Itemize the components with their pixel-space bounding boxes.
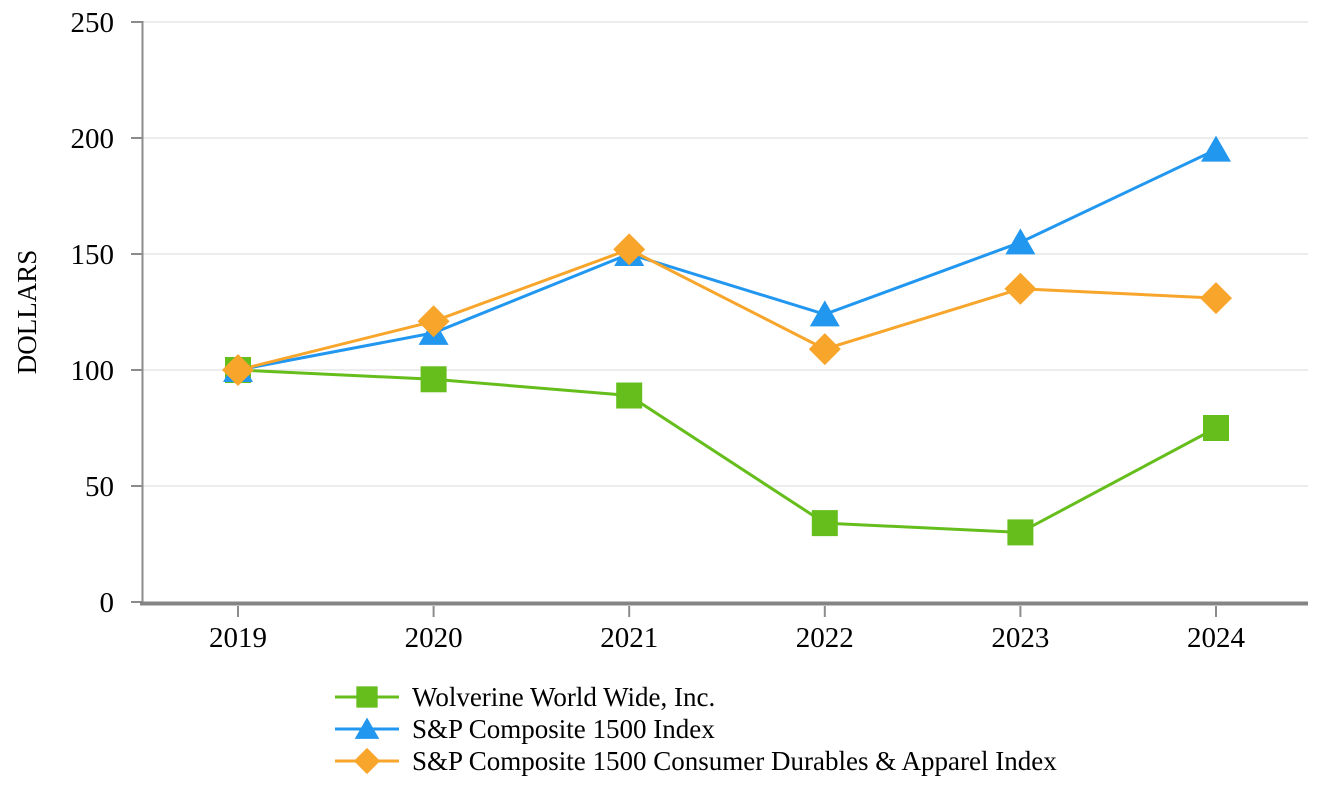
data-point-diamond bbox=[222, 354, 254, 386]
x-tick-label: 2023 bbox=[991, 622, 1049, 654]
x-tick-label: 2019 bbox=[209, 622, 267, 654]
series-line-2 bbox=[237, 247, 1217, 372]
y-tick-label: 100 bbox=[71, 355, 115, 387]
series-line-1 bbox=[237, 148, 1217, 372]
data-point-diamond bbox=[1004, 272, 1037, 305]
y-tick-label: 0 bbox=[100, 587, 115, 619]
y-tick-label: 150 bbox=[71, 239, 115, 271]
data-point-square bbox=[1007, 519, 1034, 546]
legend-marker-shape bbox=[353, 747, 381, 775]
legend-label: Wolverine World Wide, Inc. bbox=[412, 682, 716, 712]
data-point-diamond bbox=[1200, 282, 1232, 315]
y-tick-label: 250 bbox=[71, 7, 115, 39]
legend-label: S&P Composite 1500 Index bbox=[412, 714, 715, 744]
diamond-marker-icon bbox=[335, 747, 399, 775]
square-marker-icon bbox=[335, 686, 399, 708]
legend: Wolverine World Wide, Inc. S&P Composite… bbox=[333, 681, 1057, 777]
data-point-triangle bbox=[1201, 135, 1231, 162]
legend-item-sp1500: S&P Composite 1500 Index bbox=[333, 713, 1057, 745]
y-tick-label: 200 bbox=[71, 123, 115, 155]
data-point-diamond bbox=[808, 333, 841, 366]
data-point-square bbox=[616, 382, 643, 409]
y-tick-label: 50 bbox=[85, 471, 114, 503]
data-point-square bbox=[811, 510, 838, 537]
data-point-square bbox=[420, 366, 447, 393]
legend-item-sp1500-cda: S&P Composite 1500 Consumer Durables & A… bbox=[333, 745, 1057, 777]
triangle-marker-icon bbox=[335, 717, 399, 739]
data-point-square bbox=[1203, 415, 1229, 441]
x-tick-label: 2022 bbox=[796, 622, 854, 654]
data-point-diamond bbox=[417, 305, 450, 338]
legend-label: S&P Composite 1500 Consumer Durables & A… bbox=[412, 746, 1057, 776]
x-tick-label: 2020 bbox=[405, 622, 463, 654]
legend-marker-shape bbox=[356, 686, 378, 708]
data-point-diamond bbox=[613, 233, 646, 266]
data-point-triangle bbox=[809, 300, 840, 327]
legend-marker-shape bbox=[354, 717, 380, 739]
legend-item-wolverine: Wolverine World Wide, Inc. bbox=[333, 681, 1057, 713]
x-tick-label: 2024 bbox=[1187, 622, 1246, 654]
data-point-triangle bbox=[1005, 228, 1036, 255]
x-tick-label: 2021 bbox=[600, 622, 658, 654]
y-axis-title: DOLLARS bbox=[12, 250, 42, 375]
series-line-0 bbox=[237, 368, 1217, 534]
